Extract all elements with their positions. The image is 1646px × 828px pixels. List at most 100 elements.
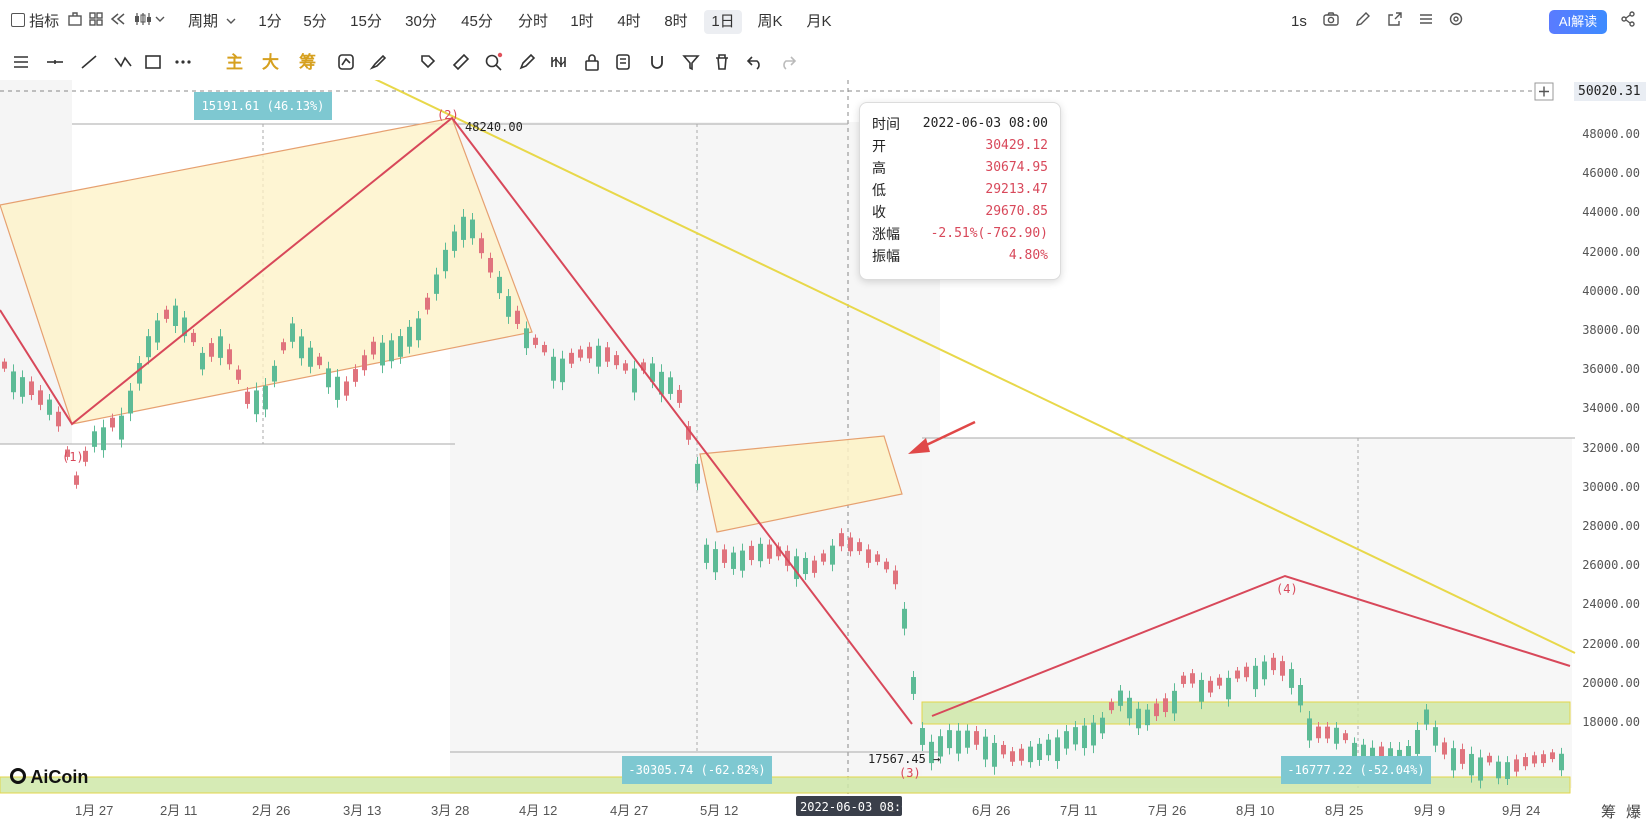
menu-icon[interactable]: [11, 52, 31, 72]
candle-body: [1469, 753, 1474, 776]
candle-body: [587, 346, 592, 359]
crosshair-date-label: 2022-06-03 08:00: [800, 800, 916, 814]
settings-icon[interactable]: [1448, 11, 1464, 33]
price-tick: 36000.00: [1582, 362, 1640, 377]
open-label: 开: [872, 138, 886, 154]
large-order-toggle[interactable]: 大: [262, 53, 279, 72]
candle-body: [1154, 703, 1159, 717]
candle-body: [191, 332, 196, 343]
date-tick: 1: [888, 800, 896, 815]
delete-icon[interactable]: [712, 52, 732, 72]
candle-body: [146, 336, 151, 358]
time-value: 2022-06-03 08:00: [922, 116, 1048, 131]
fib-icon[interactable]: [113, 52, 133, 72]
date-tick: 3月 13: [343, 803, 382, 818]
candle-body: [92, 431, 97, 447]
rectangle-icon[interactable]: [143, 52, 163, 72]
measure-shade-right: [922, 438, 1572, 788]
candle-body: [1181, 675, 1186, 684]
liquidation-button[interactable]: 爆: [1626, 804, 1642, 821]
candle-style-icon[interactable]: [134, 11, 152, 33]
candle-body: [551, 356, 556, 381]
interval-30m[interactable]: 30分: [405, 13, 437, 30]
interval-week[interactable]: 周K: [757, 13, 783, 30]
wave-line-left: [0, 116, 913, 725]
chips-toggle[interactable]: 筹: [299, 53, 316, 72]
candle-body: [47, 399, 52, 415]
period-button[interactable]: 周期: [188, 11, 236, 33]
pencil-icon[interactable]: [369, 52, 389, 72]
list-icon[interactable]: [1418, 11, 1434, 33]
trend-line-icon[interactable]: [79, 52, 99, 72]
candle-body: [947, 730, 952, 749]
candle-body: [389, 340, 394, 362]
measure-badge-right: -16777.22 (-52.04%): [1281, 756, 1431, 784]
candle-body: [227, 349, 232, 365]
period-label: 周期: [188, 13, 219, 30]
chips-button[interactable]: 筹: [1601, 804, 1617, 821]
filter-icon[interactable]: [681, 52, 701, 72]
interval-5m[interactable]: 5分: [303, 13, 327, 30]
measure-icon[interactable]: [451, 52, 471, 72]
date-tick: 8月 25: [1325, 803, 1364, 818]
interval-15m[interactable]: 15分: [350, 13, 382, 30]
candle-body: [416, 318, 421, 341]
interval-1m[interactable]: 1分: [258, 13, 282, 30]
candle-body: [200, 352, 205, 370]
date-tick: 3月 28: [431, 803, 470, 818]
magnet-icon[interactable]: [647, 52, 667, 72]
main-indicator-toggle[interactable]: 主: [226, 53, 243, 72]
undo-icon[interactable]: [745, 52, 765, 72]
edit-icon[interactable]: [1355, 11, 1371, 33]
ai-interpret-button[interactable]: AI解读: [1549, 10, 1607, 34]
measure-badge-top: 15191.61 (46.13%): [194, 92, 332, 120]
camera-icon[interactable]: [1323, 11, 1339, 33]
candle-body: [1550, 752, 1555, 760]
candle-body: [74, 475, 79, 485]
wave-icon[interactable]: [549, 52, 569, 72]
candle-body: [668, 377, 673, 394]
interval-1d[interactable]: 1日: [704, 10, 742, 34]
lock-icon[interactable]: [582, 52, 602, 72]
candle-body: [1514, 759, 1519, 772]
candle-body: [1145, 709, 1150, 726]
price-tick: 28000.00: [1582, 519, 1640, 533]
template-icon[interactable]: [68, 11, 82, 33]
candle-body: [1406, 746, 1411, 763]
candle-body: [830, 545, 835, 565]
candle-body: [353, 369, 358, 382]
chevron-down-icon[interactable]: [155, 11, 165, 33]
interval-month[interactable]: 月K: [806, 13, 832, 30]
date-tick: 6月 26: [972, 803, 1011, 818]
template-list-icon[interactable]: [614, 52, 634, 72]
price-chart[interactable]: [0, 80, 1646, 828]
candle-body: [11, 371, 16, 393]
interval-45m[interactable]: 45分: [461, 13, 493, 30]
price-tick: 32000.00: [1582, 440, 1640, 455]
indicator-button[interactable]: 指标: [11, 11, 59, 33]
pattern-icon[interactable]: [336, 52, 356, 72]
replay-icon[interactable]: [110, 11, 126, 33]
zoom-icon[interactable]: [484, 52, 504, 72]
interval-4h[interactable]: 4时: [617, 13, 641, 30]
candle-body: [1289, 669, 1294, 688]
layout-icon[interactable]: [89, 11, 103, 33]
candle-body: [1073, 727, 1078, 745]
interval-8h[interactable]: 8时: [664, 13, 688, 30]
logo-icon: [10, 768, 26, 784]
tag-icon[interactable]: [418, 52, 438, 72]
candle-body: [299, 336, 304, 359]
speed-selector[interactable]: 1s: [1291, 13, 1307, 30]
more-icon[interactable]: [173, 52, 193, 72]
crosshair-price-label: 50020.31: [1578, 84, 1641, 99]
brush-icon[interactable]: [517, 52, 537, 72]
candle-body: [686, 426, 691, 440]
candle-body: [605, 347, 610, 362]
share-icon[interactable]: [1620, 11, 1636, 33]
horizontal-line-icon[interactable]: [45, 52, 65, 72]
interval-1h[interactable]: 1时: [570, 13, 594, 30]
candle-body: [866, 549, 871, 563]
share-window-icon[interactable]: [1387, 11, 1403, 33]
date-tick: 2月 11: [160, 803, 198, 818]
interval-timeline[interactable]: 分时: [517, 13, 548, 30]
